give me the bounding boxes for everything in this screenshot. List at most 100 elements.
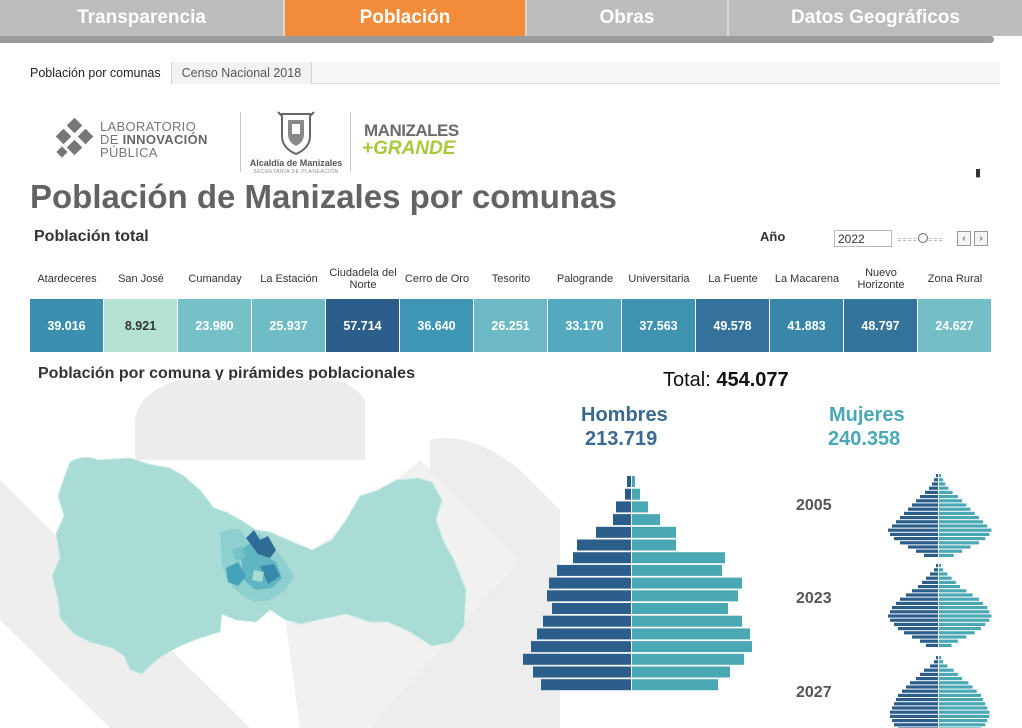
year-input[interactable]: [834, 230, 892, 247]
year-next-button[interactable]: ›: [974, 231, 988, 246]
mini-pyramid-bar-mujeres: [939, 568, 944, 572]
pyramid-bar-mujeres[interactable]: [632, 666, 730, 678]
comuna-name: Cerro de Oro: [404, 273, 470, 285]
pyramid-bar-mujeres[interactable]: [632, 628, 750, 640]
pyramid-bar-hombres[interactable]: [549, 577, 631, 589]
year-slider-thumb[interactable]: [918, 233, 928, 243]
pyramid-bar-hombres[interactable]: [543, 615, 631, 627]
comunas-table: Atardeceres 39.016 San José 8.921 Cumanday 23…: [30, 260, 992, 352]
pyramid-bar-mujeres[interactable]: [632, 501, 648, 513]
comuna-column[interactable]: La Estación 25.937: [252, 260, 326, 352]
pyramid-bar-hombres[interactable]: [596, 526, 631, 538]
comuna-column[interactable]: Cerro de Oro 36.640: [400, 260, 474, 352]
mini-pyramid-bar-mujeres: [939, 618, 990, 622]
pyramid-bar-hombres[interactable]: [557, 564, 631, 576]
pyramid-bar-hombres[interactable]: [547, 590, 631, 602]
laboratorio-logo-icon: [55, 118, 94, 158]
pyramid-bar-hombres[interactable]: [625, 488, 631, 500]
mini-pyramid-bar-mujeres: [939, 610, 990, 614]
comuna-value[interactable]: 49.578: [696, 299, 769, 352]
pyramid-bar-hombres[interactable]: [627, 476, 631, 487]
pyramid-bar-mujeres[interactable]: [632, 514, 660, 526]
mini-pyramid-bar-mujeres: [939, 511, 975, 515]
pyramid-bar-mujeres[interactable]: [632, 653, 744, 665]
nav-tab-transparencia[interactable]: Transparencia: [0, 0, 285, 36]
nav-tab-obras[interactable]: Obras: [527, 0, 729, 36]
pyramid-bar-mujeres[interactable]: [632, 552, 725, 564]
mini-pyramid-bar-mujeres: [939, 597, 979, 601]
nav-tab-poblacion[interactable]: Población: [285, 0, 527, 36]
pyramid-bar-hombres[interactable]: [533, 666, 631, 678]
pyramid-bar-hombres[interactable]: [552, 603, 631, 614]
comuna-value[interactable]: 26.251: [474, 299, 547, 352]
subtab-poblacion-por-comunas[interactable]: Población por comunas: [20, 62, 172, 84]
mini-pyramid-bar-mujeres: [939, 681, 969, 685]
pyramid-bar-hombres[interactable]: [577, 539, 631, 551]
mini-pyramid-bar-mujeres: [939, 685, 973, 689]
pyramid-bar-mujeres[interactable]: [632, 590, 738, 602]
pyramid-bar-mujeres[interactable]: [632, 615, 742, 627]
page-title: Población de Manizales por comunas: [30, 178, 617, 215]
pyramid-bar-mujeres[interactable]: [632, 577, 742, 589]
comuna-value[interactable]: 37.563: [622, 299, 695, 352]
comuna-column[interactable]: La Fuente 49.578: [696, 260, 770, 352]
pyramid-bar-mujeres[interactable]: [632, 476, 635, 487]
pyramid-bar-mujeres[interactable]: [632, 564, 722, 576]
pyramid-bar-hombres[interactable]: [523, 653, 631, 665]
comuna-value[interactable]: 57.714: [326, 299, 399, 352]
comuna-value[interactable]: 41.883: [770, 299, 843, 352]
comuna-value[interactable]: 24.627: [918, 299, 991, 352]
mini-pyramid-bar-hombres: [892, 706, 938, 710]
comuna-column[interactable]: Zona Rural 24.627: [918, 260, 992, 352]
pyramid-bar-hombres[interactable]: [573, 552, 631, 564]
total-section-label: Población total: [34, 228, 149, 245]
pyramid-bar-hombres[interactable]: [616, 501, 631, 513]
subtab-censo-nacional-2018[interactable]: Censo Nacional 2018: [171, 62, 313, 84]
mini-pyramid-bar-hombres: [922, 580, 938, 584]
pyramid-bar-hombres[interactable]: [537, 628, 631, 640]
comuna-column[interactable]: Palogrande 33.170: [548, 260, 622, 352]
mini-pyramid-bar-mujeres: [939, 474, 942, 478]
comuna-value[interactable]: 8.921: [104, 299, 177, 352]
comuna-value[interactable]: 36.640: [400, 299, 473, 352]
mini-pyramid-bar-hombres: [900, 516, 938, 520]
comuna-column[interactable]: San José 8.921: [104, 260, 178, 352]
mini-pyramid-bar-hombres: [925, 490, 938, 494]
comuna-value[interactable]: 25.937: [252, 299, 325, 352]
pyramid-bar-mujeres[interactable]: [632, 526, 676, 538]
pyramid-bar-mujeres[interactable]: [632, 603, 728, 614]
comuna-value[interactable]: 33.170: [548, 299, 621, 352]
pyramid-bar-mujeres[interactable]: [632, 488, 640, 500]
pyramid-bar-hombres[interactable]: [541, 679, 631, 691]
logo-strip: LABORATORIO DE INNOVACIÓN PÚBLICA Alcald…: [52, 108, 459, 176]
comuna-value[interactable]: 39.016: [30, 299, 103, 352]
pyramid-bar-mujeres[interactable]: [632, 679, 718, 691]
laboratorio-logo-text: LABORATORIO DE INNOVACIÓN PÚBLICA: [100, 119, 208, 160]
pyramid-bar-mujeres[interactable]: [632, 641, 752, 653]
nav-tab-datos-geograficos[interactable]: Datos Geográficos: [729, 0, 1022, 36]
mini-pyramid-bar-hombres: [902, 689, 938, 693]
pyramid-bar-mujeres[interactable]: [632, 539, 676, 551]
comuna-column[interactable]: Atardeceres 39.016: [30, 260, 104, 352]
comuna-column[interactable]: La Macarena 41.883: [770, 260, 844, 352]
comuna-column[interactable]: Nuevo Horizonte 48.797: [844, 260, 918, 352]
pyramid-bar-hombres[interactable]: [613, 514, 631, 526]
comunas-map[interactable]: [50, 450, 475, 680]
mini-pyramid-bar-mujeres: [939, 499, 963, 503]
mini-pyramid-bar-hombres: [920, 672, 938, 676]
year-slider[interactable]: [898, 233, 942, 245]
comuna-name: Zona Rural: [927, 273, 983, 285]
pyramid-bar-hombres[interactable]: [531, 641, 631, 653]
comuna-column[interactable]: Universitaria 37.563: [622, 260, 696, 352]
mini-pyramid-bar-mujeres: [939, 677, 963, 681]
comuna-column[interactable]: Tesorito 26.251: [474, 260, 548, 352]
mini-pyramid-bar-hombres: [924, 668, 938, 672]
section-title: Población por comuna y pirámides poblaci…: [38, 365, 415, 382]
nav-scrollbar[interactable]: [0, 36, 994, 43]
comuna-column[interactable]: Cumanday 23.980: [178, 260, 252, 352]
comuna-column[interactable]: Ciudadela del Norte 57.714: [326, 260, 400, 352]
comuna-value[interactable]: 48.797: [844, 299, 917, 352]
comuna-value[interactable]: 23.980: [178, 299, 251, 352]
main-population-pyramid[interactable]: [500, 476, 760, 728]
year-prev-button[interactable]: ‹: [957, 231, 971, 246]
